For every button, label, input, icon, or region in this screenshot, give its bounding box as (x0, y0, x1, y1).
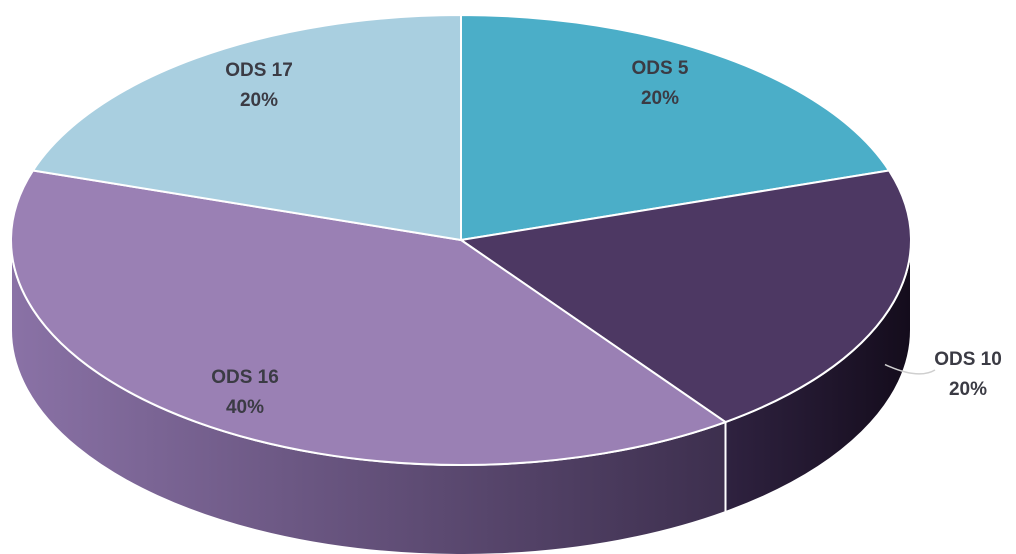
pie-label-layer: ODS 5 20% ODS 10 20% ODS 16 40% ODS 17 20% (211, 58, 1002, 418)
slice-label-name-ods-5: ODS 5 (631, 58, 688, 79)
pie-slice-ods-17 (32, 14, 462, 241)
slice-label-value-ods-5: 20% (641, 88, 679, 109)
slice-label-name-ods-10: ODS 10 (934, 349, 1002, 370)
slice-label-name-ods-16: ODS 16 (211, 367, 279, 388)
leader-line-ods-10 (884, 363, 936, 375)
slice-label-value-ods-17: 20% (240, 90, 278, 111)
slice-label-name-ods-17: ODS 17 (225, 60, 293, 81)
pie-slice-ods-16 (10, 169, 727, 467)
pie-slice-ods-10 (460, 169, 912, 424)
slice-label-value-ods-10: 20% (949, 379, 987, 400)
slice-label-value-ods-16: 40% (226, 397, 264, 418)
pie-top-layer (10, 14, 912, 467)
pie-slice-ods-5 (460, 14, 890, 241)
